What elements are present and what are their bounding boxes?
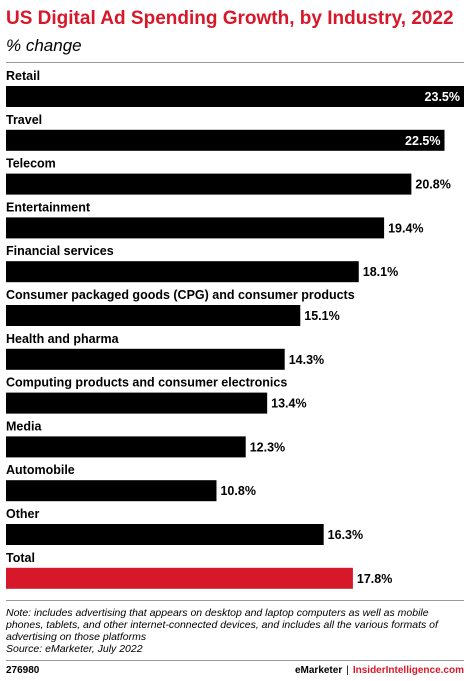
bar-total — [6, 567, 353, 589]
bar-financial-services — [6, 261, 359, 283]
value-label-health-and-pharma: 14.3% — [289, 353, 324, 367]
chart-title: US Digital Ad Spending Growth, by Indust… — [6, 8, 454, 29]
top-divider — [6, 62, 464, 63]
bar-chart: Retail 23.5% Travel 22.5% Telecom 20.8% Entert… — [6, 69, 464, 589]
category-label-other: Other — [6, 507, 39, 521]
bar-telecom — [6, 173, 412, 195]
value-label-computing-products-and-consumer-electronics: 13.4% — [271, 397, 306, 411]
category-label-telecom: Telecom — [6, 157, 56, 171]
bar-automobile — [6, 480, 217, 502]
bar-travel — [6, 129, 445, 151]
brand-separator: | — [346, 665, 349, 676]
footer-brand: eMarketer | InsiderIntelligence.com — [295, 665, 464, 676]
bar-media — [6, 436, 246, 458]
category-label-media: Media — [6, 419, 42, 433]
bar-consumer-packaged-goods-cpg-and-consumer-products — [6, 305, 301, 326]
value-label-automobile: 10.8% — [220, 484, 255, 498]
category-label-entertainment: Entertainment — [6, 200, 91, 214]
bar-health-and-pharma — [6, 348, 285, 370]
brand-name: eMarketer — [294, 665, 343, 676]
bar-other — [6, 524, 324, 545]
value-label-entertainment: 19.4% — [388, 221, 423, 235]
value-label-other: 16.3% — [328, 528, 363, 542]
footer-divider — [6, 660, 464, 661]
category-label-automobile: Automobile — [6, 463, 75, 477]
value-label-retail: 23.5% — [425, 90, 460, 104]
notes-divider — [6, 600, 464, 601]
source-text: Source: eMarketer, July 2022 — [6, 643, 143, 655]
category-label-retail: Retail — [6, 69, 40, 83]
value-label-media: 12.3% — [250, 440, 285, 454]
bar-computing-products-and-consumer-electronics — [6, 392, 268, 414]
brand-site-link[interactable]: InsiderIntelligence.com — [352, 665, 464, 676]
category-label-health-and-pharma: Health and pharma — [6, 332, 120, 346]
bar-retail — [6, 86, 464, 107]
category-label-total: Total — [6, 551, 35, 565]
category-label-travel: Travel — [6, 113, 42, 127]
chart-notes: Note: includes advertising that appears … — [6, 607, 468, 655]
category-label-consumer-packaged-goods-cpg-and-consumer-products: Consumer packaged goods (CPG) and consum… — [6, 288, 355, 302]
value-label-travel: 22.5% — [405, 134, 440, 148]
value-label-total: 17.8% — [357, 572, 392, 586]
category-label-financial-services: Financial services — [6, 244, 114, 258]
category-label-computing-products-and-consumer-electronics: Computing products and consumer electron… — [6, 376, 287, 390]
value-label-consumer-packaged-goods-cpg-and-consumer-products: 15.1% — [304, 309, 339, 323]
note-text: Note: includes advertising that appears … — [6, 607, 438, 643]
value-label-financial-services: 18.1% — [363, 265, 398, 279]
bar-entertainment — [6, 217, 385, 239]
value-label-telecom: 20.8% — [415, 178, 450, 192]
chart-subtitle: % change — [6, 36, 82, 55]
chart-id: 276980 — [6, 665, 40, 676]
